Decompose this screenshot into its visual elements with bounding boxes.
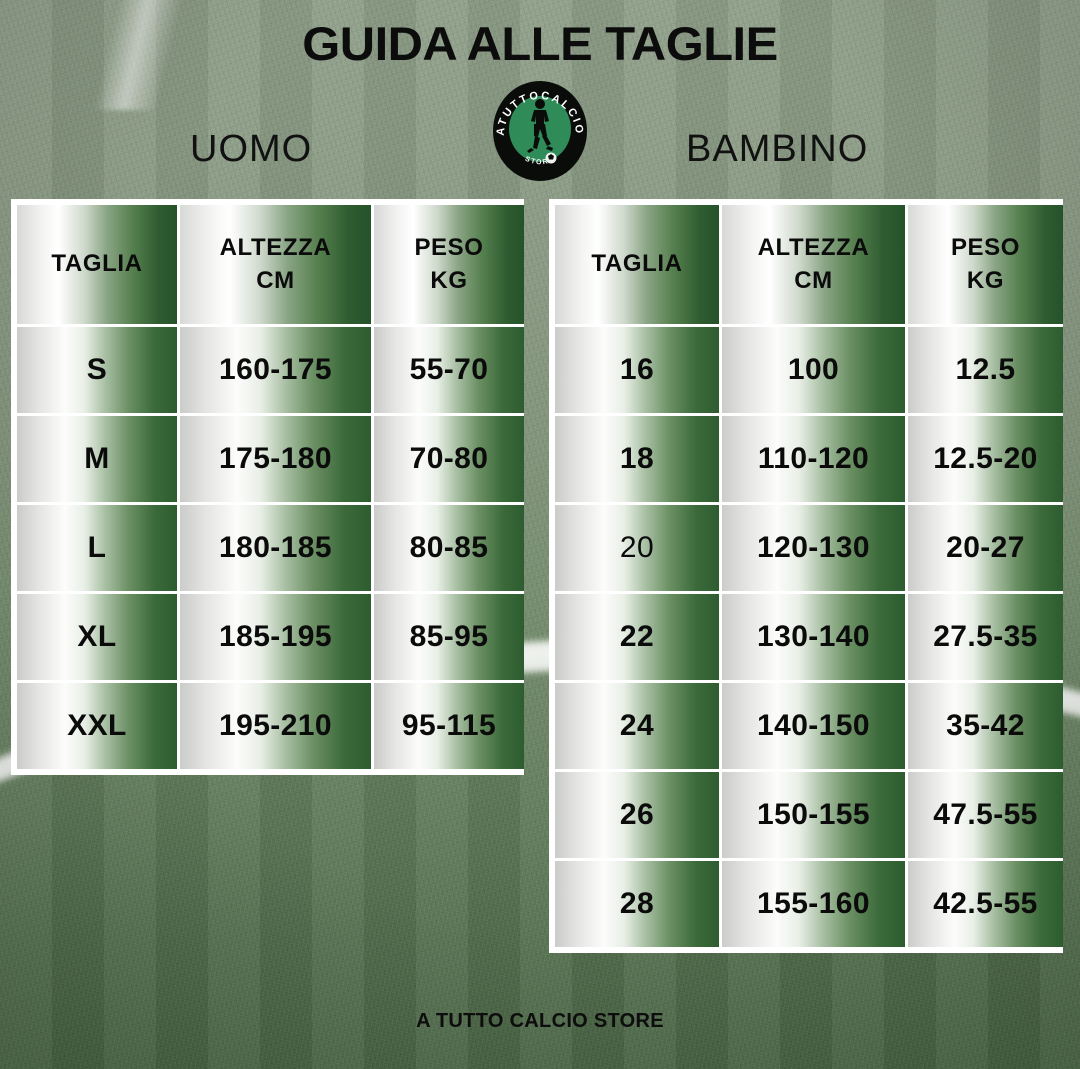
cell-altezza: 180-185 xyxy=(180,505,371,591)
header-line-1: TAGLIA xyxy=(591,250,683,278)
header-line-2: KG xyxy=(966,266,1005,294)
cell-taglia: XL xyxy=(17,594,177,680)
cell-taglia: S xyxy=(17,327,177,413)
column-header-peso: PESO KG xyxy=(374,205,524,324)
column-header-peso: PESO KG xyxy=(908,205,1063,324)
section-label-bambino: BAMBINO xyxy=(686,128,869,170)
table-row: 28 155-160 42.5-55 xyxy=(555,861,1063,947)
brand-logo: ATUTTOCALCIO STORE xyxy=(490,79,590,182)
table-row: 26 150-155 47.5-55 xyxy=(555,772,1063,858)
page-title: GUIDA ALLE TAGLIE xyxy=(302,17,778,70)
header-line-1: PESO xyxy=(950,234,1021,262)
header-line-1: TAGLIA xyxy=(51,250,143,278)
cell-taglia: 26 xyxy=(555,772,719,858)
header-line-1: PESO xyxy=(414,234,484,262)
cell-taglia: 18 xyxy=(555,416,719,502)
table-row: S 160-175 55-70 xyxy=(17,327,524,413)
cell-taglia: 16 xyxy=(555,327,719,413)
column-header-altezza: ALTEZZA CM xyxy=(180,205,371,324)
cell-peso: 12.5-20 xyxy=(908,416,1063,502)
cell-altezza: 195-210 xyxy=(180,683,371,769)
cell-peso: 80-85 xyxy=(374,505,524,591)
table-row: 22 130-140 27.5-35 xyxy=(555,594,1063,680)
cell-taglia: M xyxy=(17,416,177,502)
cell-taglia: L xyxy=(17,505,177,591)
cell-altezza: 100 xyxy=(722,327,905,413)
header-line-1: ALTEZZA xyxy=(219,234,332,262)
table-row: 18 110-120 12.5-20 xyxy=(555,416,1063,502)
pitch-line-top xyxy=(0,0,370,110)
cell-altezza: 185-195 xyxy=(180,594,371,680)
cell-altezza: 110-120 xyxy=(722,416,905,502)
svg-text:STORE: STORE xyxy=(524,156,556,167)
cell-taglia: XXL xyxy=(17,683,177,769)
cell-altezza: 155-160 xyxy=(722,861,905,947)
header-line-2: CM xyxy=(256,266,295,294)
cell-altezza: 160-175 xyxy=(180,327,371,413)
cell-peso: 95-115 xyxy=(374,683,524,769)
size-table-bambino: TAGLIA ALTEZZA CM PESO KG 16 100 12.5 xyxy=(549,199,1063,953)
cell-altezza: 140-150 xyxy=(722,683,905,769)
header-line-2: KG xyxy=(430,266,468,294)
table-header-row: TAGLIA ALTEZZA CM PESO KG xyxy=(17,205,524,324)
table-row: XL 185-195 85-95 xyxy=(17,594,524,680)
column-header-taglia: TAGLIA xyxy=(17,205,177,324)
cell-taglia: 22 xyxy=(555,594,719,680)
cell-altezza: 150-155 xyxy=(722,772,905,858)
soccer-player-icon xyxy=(527,99,553,153)
cell-peso: 12.5 xyxy=(908,327,1063,413)
cell-peso: 42.5-55 xyxy=(908,861,1063,947)
table-row: 24 140-150 35-42 xyxy=(555,683,1063,769)
header-line-1: ALTEZZA xyxy=(757,234,870,262)
table-row: XXL 195-210 95-115 xyxy=(17,683,524,769)
cell-peso: 70-80 xyxy=(374,416,524,502)
cell-peso: 35-42 xyxy=(908,683,1063,769)
section-label-uomo: UOMO xyxy=(190,128,313,170)
cell-peso: 27.5-35 xyxy=(908,594,1063,680)
cell-altezza: 130-140 xyxy=(722,594,905,680)
table-row: M 175-180 70-80 xyxy=(17,416,524,502)
table-header-row: TAGLIA ALTEZZA CM PESO KG xyxy=(555,205,1063,324)
cell-peso: 55-70 xyxy=(374,327,524,413)
cell-altezza: 120-130 xyxy=(722,505,905,591)
size-table-uomo: TAGLIA ALTEZZA CM PESO KG S 160-175 55-7… xyxy=(11,199,524,775)
cell-altezza: 175-180 xyxy=(180,416,371,502)
cell-peso: 85-95 xyxy=(374,594,524,680)
cell-taglia: 28 xyxy=(555,861,719,947)
cell-peso: 47.5-55 xyxy=(908,772,1063,858)
cell-peso: 20-27 xyxy=(908,505,1063,591)
column-header-taglia: TAGLIA xyxy=(555,205,719,324)
cell-taglia: 24 xyxy=(555,683,719,769)
footer-brand: A TUTTO CALCIO STORE xyxy=(416,1010,664,1032)
table-row: 20 120-130 20-27 xyxy=(555,505,1063,591)
table-row: L 180-185 80-85 xyxy=(17,505,524,591)
column-header-altezza: ALTEZZA CM xyxy=(722,205,905,324)
table-row: 16 100 12.5 xyxy=(555,327,1063,413)
cell-taglia: 20 xyxy=(555,505,719,591)
header-line-2: CM xyxy=(794,266,833,294)
